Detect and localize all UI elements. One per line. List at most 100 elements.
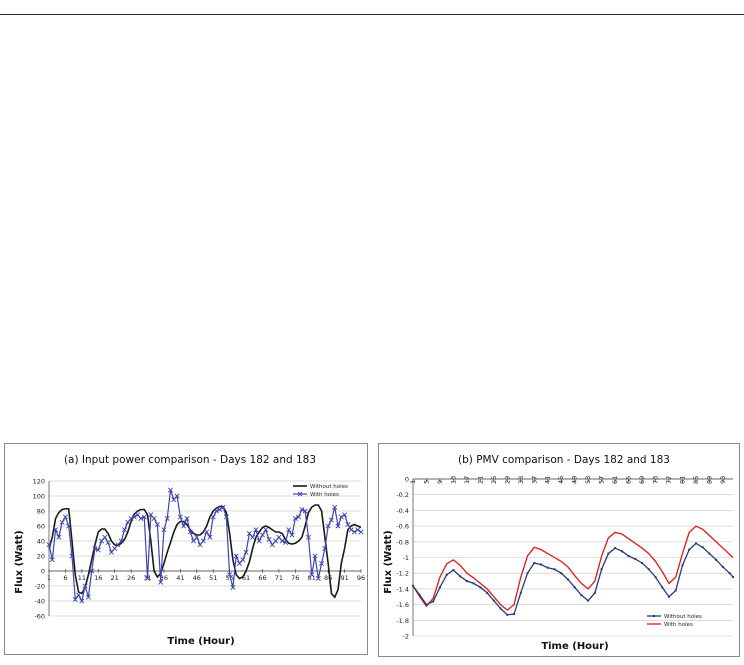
point-without-holes bbox=[607, 552, 610, 555]
y-tick-label: 0 bbox=[405, 476, 409, 484]
point-without-holes bbox=[728, 572, 731, 575]
x-tick-label: 53 bbox=[584, 476, 592, 484]
point-without-holes bbox=[634, 558, 637, 561]
point-without-holes bbox=[432, 600, 435, 603]
y-tick-label: -1.6 bbox=[396, 601, 409, 609]
chart-a-svg: (a) Input power comparison - Days 182 an… bbox=[14, 454, 365, 647]
point-with-holes bbox=[118, 538, 124, 544]
point-without-holes bbox=[452, 569, 455, 572]
point-with-holes bbox=[282, 539, 288, 546]
point-with-holes bbox=[204, 529, 210, 535]
point-with-holes bbox=[256, 538, 262, 544]
x-tick-label: 29 bbox=[503, 476, 511, 484]
series-line-without-holes bbox=[412, 542, 734, 616]
x-tick-label: 45 bbox=[557, 476, 565, 484]
x-tick-label: 69 bbox=[638, 476, 646, 484]
x-tick-label: 11 bbox=[78, 574, 86, 582]
point-without-holes bbox=[499, 607, 502, 610]
point-with-holes bbox=[82, 583, 88, 589]
point-without-holes bbox=[593, 591, 596, 594]
point-with-holes bbox=[292, 515, 298, 522]
point-with-holes bbox=[69, 553, 75, 559]
point-without-holes bbox=[412, 584, 414, 587]
point-without-holes bbox=[668, 595, 670, 598]
x-tick-label: 46 bbox=[193, 574, 201, 582]
point-with-holes bbox=[250, 534, 256, 540]
point-without-holes bbox=[540, 563, 542, 566]
x-tick-label: 96 bbox=[357, 574, 365, 582]
point-with-holes bbox=[200, 538, 206, 544]
point-without-holes bbox=[627, 554, 630, 557]
point-with-holes bbox=[56, 534, 62, 540]
point-without-holes bbox=[701, 546, 704, 549]
y-tick-label: 100 bbox=[33, 493, 45, 501]
legend-label-without-holes: Without holes bbox=[664, 614, 702, 620]
top-rule bbox=[0, 14, 744, 15]
x-tick-label: 49 bbox=[571, 476, 579, 484]
point-without-holes bbox=[721, 565, 724, 568]
x-tick-label: 85 bbox=[692, 476, 700, 484]
point-with-holes bbox=[243, 549, 249, 555]
point-with-holes bbox=[345, 521, 351, 528]
point-with-holes bbox=[66, 523, 72, 529]
point-with-holes bbox=[348, 527, 354, 533]
point-with-holes bbox=[309, 572, 315, 578]
point-with-holes bbox=[289, 532, 295, 538]
point-without-holes bbox=[732, 576, 734, 579]
chart-panel-b: (b) PMV comparison - Days 182 and 183 Fl… bbox=[378, 443, 740, 657]
point-without-holes bbox=[715, 558, 718, 561]
x-tick-label: 56 bbox=[225, 574, 233, 582]
x-tick-label: 93 bbox=[719, 476, 727, 484]
point-with-holes bbox=[138, 515, 144, 522]
point-with-holes bbox=[207, 534, 213, 540]
point-with-holes bbox=[286, 527, 292, 533]
point-with-holes bbox=[151, 515, 157, 522]
series-line-without-holes bbox=[48, 504, 362, 599]
y-tick-label: 80 bbox=[37, 508, 45, 516]
point-without-holes bbox=[459, 575, 462, 578]
point-with-holes bbox=[141, 514, 147, 520]
point-without-holes bbox=[492, 599, 495, 602]
x-tick-label: 81 bbox=[308, 574, 316, 582]
point-with-holes bbox=[164, 515, 170, 522]
series-line-with-holes bbox=[412, 525, 734, 611]
x-tick-label: 1 bbox=[47, 574, 51, 582]
y-tick-label: -60 bbox=[34, 613, 45, 621]
point-with-holes bbox=[263, 527, 269, 533]
x-tick-label: 6 bbox=[63, 574, 67, 582]
point-with-holes bbox=[253, 527, 259, 533]
point-without-holes bbox=[438, 586, 441, 589]
point-without-holes bbox=[681, 564, 684, 567]
x-tick-label: 61 bbox=[242, 574, 250, 582]
point-with-holes bbox=[259, 532, 265, 538]
point-with-holes bbox=[325, 523, 331, 529]
x-tick-label: 21 bbox=[111, 574, 119, 582]
legend-label-with-holes: With holes bbox=[310, 492, 339, 498]
point-without-holes bbox=[465, 580, 468, 583]
point-without-holes bbox=[533, 561, 536, 564]
point-without-holes bbox=[708, 552, 711, 555]
x-tick-label: 41 bbox=[176, 574, 184, 582]
point-with-holes bbox=[240, 557, 246, 563]
point-with-holes bbox=[187, 529, 193, 535]
point-without-holes bbox=[425, 603, 428, 606]
x-tick-label: 1 bbox=[409, 480, 417, 484]
point-with-holes bbox=[59, 519, 65, 525]
point-without-holes bbox=[445, 573, 448, 576]
point-with-holes bbox=[76, 592, 82, 598]
point-with-holes bbox=[177, 514, 183, 520]
point-without-holes bbox=[647, 568, 650, 571]
chart-panel-a: (a) Input power comparison - Days 182 an… bbox=[4, 443, 368, 655]
point-without-holes bbox=[573, 586, 576, 589]
point-with-holes bbox=[145, 575, 151, 582]
x-tick-label: 41 bbox=[544, 476, 552, 484]
x-tick-label: 91 bbox=[340, 574, 348, 582]
point-without-holes bbox=[654, 576, 657, 579]
point-with-holes bbox=[89, 568, 95, 574]
point-with-holes bbox=[158, 579, 164, 585]
point-with-holes bbox=[184, 515, 190, 522]
point-with-holes bbox=[302, 508, 308, 514]
point-with-holes bbox=[230, 584, 236, 591]
point-with-holes bbox=[102, 534, 108, 540]
point-with-holes bbox=[358, 529, 364, 535]
